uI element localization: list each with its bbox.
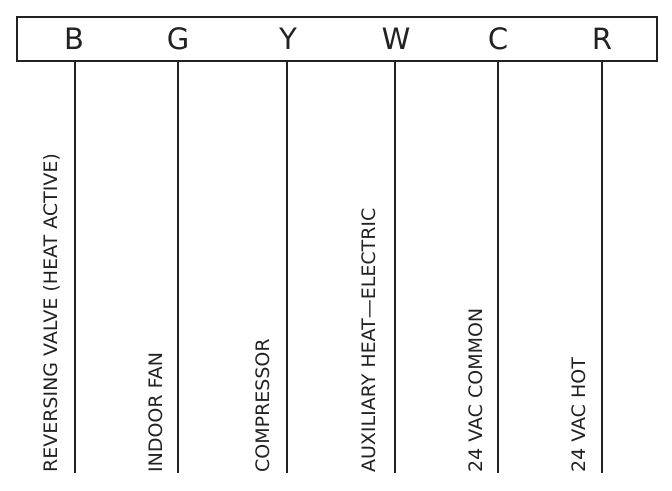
- wire-label-b: REVERSING VALVE (HEAT ACTIVE): [40, 153, 62, 472]
- wire-y: [286, 62, 288, 473]
- terminal-letter-g: G: [166, 22, 190, 56]
- wire-b: [74, 62, 76, 473]
- wire-label-r: 24 VAC HOT: [568, 357, 590, 472]
- terminal-letter-y: Y: [279, 22, 297, 56]
- wire-label-y: COMPRESSOR: [252, 338, 274, 472]
- wire-label-c: 24 VAC COMMON: [465, 307, 487, 472]
- terminal-block: [16, 16, 658, 62]
- wire-g: [177, 62, 179, 473]
- terminal-letter-c: C: [487, 22, 509, 56]
- terminal-letter-r: R: [591, 22, 613, 56]
- wire-c: [497, 62, 499, 473]
- terminal-letter-b: B: [64, 22, 84, 56]
- wire-w: [394, 62, 396, 473]
- wire-label-g: INDOOR FAN: [145, 352, 167, 472]
- wire-label-w: AUXILIARY HEAT—ELECTRIC: [358, 207, 380, 472]
- terminal-letter-w: W: [381, 22, 411, 56]
- wire-r: [601, 62, 603, 473]
